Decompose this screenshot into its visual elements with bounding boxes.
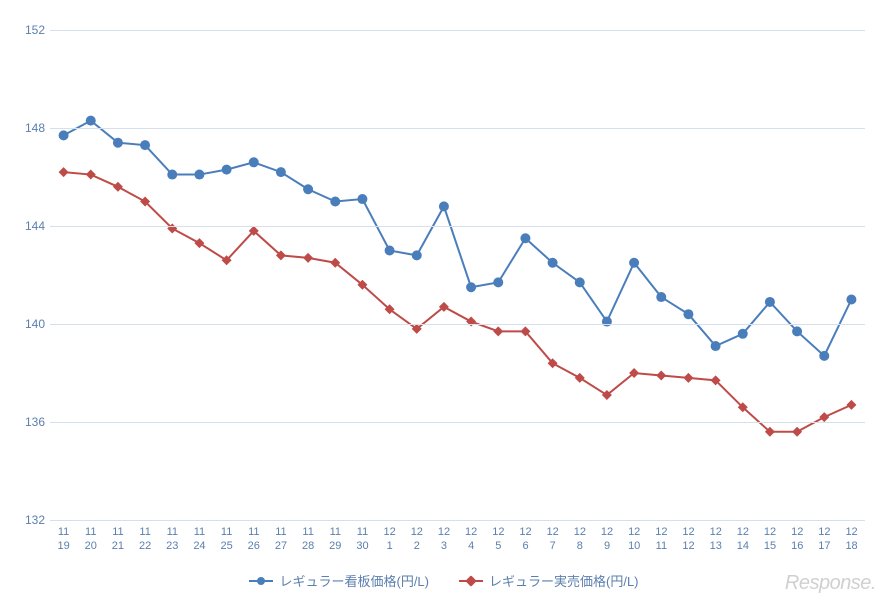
x-tick-label: 122	[403, 525, 430, 554]
watermark: Response.	[785, 572, 876, 595]
x-tick-label: 1121	[104, 525, 131, 554]
series-marker	[59, 130, 69, 140]
x-tick-label: 1127	[267, 525, 294, 554]
series-marker	[466, 282, 476, 292]
diamond-marker-icon	[459, 575, 483, 587]
legend-label: レギュラー実売価格(円/L)	[489, 571, 639, 590]
series-marker	[575, 277, 585, 287]
x-tick-label: 125	[485, 525, 512, 554]
series-marker	[59, 167, 69, 177]
x-tick-label: 1214	[729, 525, 756, 554]
y-tick-label: 132	[15, 513, 45, 527]
series-marker	[575, 373, 585, 383]
series-marker	[222, 165, 232, 175]
plot-area: 132136140144148152	[50, 30, 865, 521]
x-tick-label: 1215	[756, 525, 783, 554]
grid-line	[50, 324, 865, 325]
x-tick-label: 1119	[50, 525, 77, 554]
series-marker	[113, 182, 123, 192]
series-marker	[656, 370, 666, 380]
y-tick-label: 148	[15, 121, 45, 135]
x-tick-label: 123	[430, 525, 457, 554]
series-marker	[792, 326, 802, 336]
legend-item: レギュラー看板価格(円/L)	[249, 571, 429, 590]
x-tick-label: 127	[539, 525, 566, 554]
x-tick-label: 1125	[213, 525, 240, 554]
series-marker	[194, 238, 204, 248]
series-marker	[167, 170, 177, 180]
legend-item: レギュラー実売価格(円/L)	[459, 571, 639, 590]
series-marker	[276, 167, 286, 177]
y-tick-label: 144	[15, 219, 45, 233]
y-tick-label: 140	[15, 317, 45, 331]
x-tick-label: 1130	[349, 525, 376, 554]
grid-line	[50, 128, 865, 129]
series-marker	[303, 253, 313, 263]
x-tick-label: 1126	[240, 525, 267, 554]
series-marker	[711, 341, 721, 351]
x-tick-label: 124	[458, 525, 485, 554]
x-tick-label: 1124	[186, 525, 213, 554]
x-tick-label: 129	[593, 525, 620, 554]
series-marker	[765, 297, 775, 307]
series-marker	[656, 292, 666, 302]
x-tick-label: 121	[376, 525, 403, 554]
x-tick-label: 1128	[295, 525, 322, 554]
x-tick-label: 1217	[811, 525, 838, 554]
series-marker	[140, 140, 150, 150]
series-marker	[493, 326, 503, 336]
series-marker	[249, 157, 259, 167]
series-marker	[385, 246, 395, 256]
x-tick-label: 1218	[838, 525, 865, 554]
x-tick-label: 1212	[675, 525, 702, 554]
series-marker	[738, 329, 748, 339]
x-tick-label: 1122	[132, 525, 159, 554]
series-marker	[520, 233, 530, 243]
x-tick-label: 1213	[702, 525, 729, 554]
series-marker	[792, 427, 802, 437]
grid-line	[50, 30, 865, 31]
series-marker	[683, 373, 693, 383]
circle-marker-icon	[249, 575, 273, 587]
grid-line	[50, 226, 865, 227]
series-marker	[819, 351, 829, 361]
series-marker	[412, 250, 422, 260]
x-tick-label: 1123	[159, 525, 186, 554]
series-marker	[330, 197, 340, 207]
series-marker	[819, 412, 829, 422]
grid-line	[50, 422, 865, 423]
series-marker	[602, 317, 612, 327]
x-tick-label: 1210	[621, 525, 648, 554]
chart-svg	[50, 30, 865, 520]
y-tick-label: 136	[15, 415, 45, 429]
y-tick-label: 152	[15, 23, 45, 37]
series-marker	[548, 258, 558, 268]
grid-line	[50, 520, 865, 521]
series-marker	[303, 184, 313, 194]
x-tick-label: 1129	[322, 525, 349, 554]
x-tick-label: 1211	[648, 525, 675, 554]
series-marker	[113, 138, 123, 148]
series-marker	[194, 170, 204, 180]
series-marker	[683, 309, 693, 319]
series-line	[64, 121, 852, 356]
x-axis-labels: 1119112011211122112311241125112611271128…	[50, 525, 865, 554]
legend-label: レギュラー看板価格(円/L)	[279, 571, 429, 590]
price-chart: 132136140144148152 111911201121112211231…	[0, 0, 888, 605]
chart-legend: レギュラー看板価格(円/L) レギュラー実売価格(円/L)	[0, 571, 888, 590]
series-marker	[493, 277, 503, 287]
x-tick-label: 1216	[784, 525, 811, 554]
series-line	[64, 172, 852, 432]
series-marker	[846, 400, 856, 410]
series-marker	[86, 170, 96, 180]
series-marker	[439, 201, 449, 211]
series-marker	[86, 116, 96, 126]
series-marker	[357, 194, 367, 204]
x-tick-label: 128	[566, 525, 593, 554]
x-tick-label: 126	[512, 525, 539, 554]
series-marker	[629, 258, 639, 268]
series-marker	[846, 295, 856, 305]
series-marker	[466, 317, 476, 327]
x-tick-label: 1120	[77, 525, 104, 554]
